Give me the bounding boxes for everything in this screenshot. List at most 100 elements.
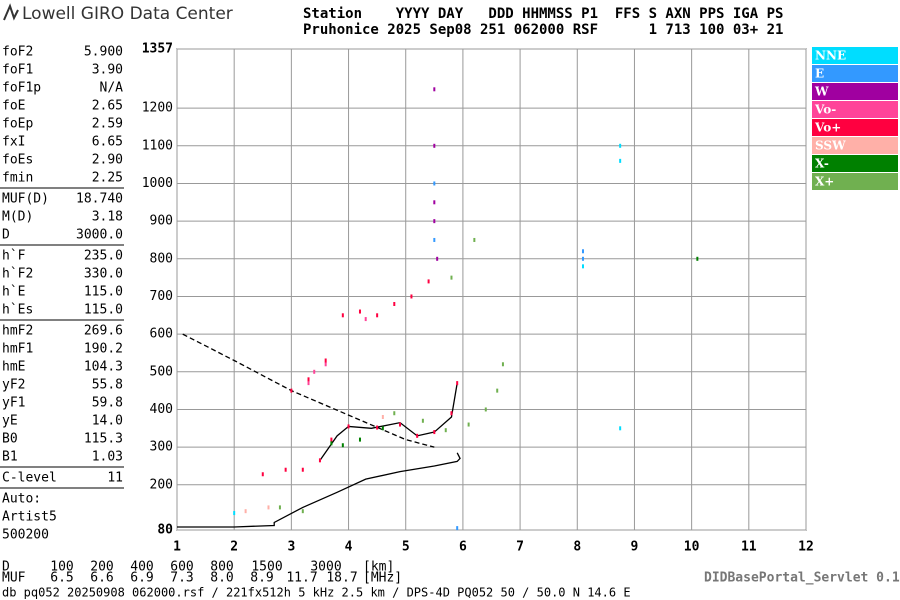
row-value: 8.0 bbox=[210, 571, 233, 586]
echo-point bbox=[290, 388, 293, 393]
logo: Lowell GIRO Data Center bbox=[22, 4, 233, 24]
echo-point bbox=[358, 309, 361, 314]
x-tick-label: 3 bbox=[287, 540, 295, 555]
param-label: foF2 bbox=[2, 45, 33, 60]
echo-point bbox=[444, 428, 447, 433]
echo-point bbox=[433, 200, 436, 205]
legend-label: E bbox=[815, 67, 824, 81]
echo-point bbox=[261, 472, 264, 477]
profile-line bbox=[177, 452, 461, 528]
echo-point bbox=[393, 411, 396, 416]
echo-point bbox=[619, 426, 622, 431]
echo-point bbox=[433, 219, 436, 224]
legend-swatch bbox=[812, 47, 898, 64]
echo-point bbox=[381, 426, 384, 431]
param-value: 115.0 bbox=[84, 285, 123, 300]
row-value: 600 bbox=[170, 560, 193, 575]
echo-point bbox=[433, 143, 436, 148]
row-value: 3000 bbox=[310, 560, 341, 575]
echo-point bbox=[456, 381, 459, 386]
echo-point bbox=[347, 424, 350, 429]
legend-label: Vo+ bbox=[814, 121, 841, 135]
plot-area bbox=[176, 48, 807, 531]
echo-point bbox=[501, 362, 504, 367]
echo-point bbox=[581, 256, 584, 261]
echo-point bbox=[436, 256, 439, 261]
echo-point bbox=[278, 505, 281, 510]
echo-point bbox=[313, 369, 316, 374]
param-label: B0 bbox=[2, 432, 18, 447]
row-value: 11.7 bbox=[286, 571, 317, 586]
echo-point bbox=[581, 249, 584, 254]
x-tick-label: 1 bbox=[173, 540, 181, 555]
echo-point bbox=[393, 302, 396, 307]
param-label: h`F2 bbox=[2, 267, 33, 282]
param-label: h`F bbox=[2, 249, 26, 264]
row-label: D bbox=[2, 560, 10, 575]
legend-label: NNE bbox=[815, 49, 846, 63]
param-label: foE bbox=[2, 99, 25, 114]
y-tick-label: 1200 bbox=[142, 101, 173, 116]
legend-swatch bbox=[812, 83, 898, 100]
echo-point bbox=[301, 467, 304, 472]
legend-swatch bbox=[812, 101, 898, 118]
param-value: 11 bbox=[107, 471, 123, 486]
param-label: hmF2 bbox=[2, 324, 33, 339]
param-label: hmE bbox=[2, 360, 25, 375]
echo-point bbox=[619, 143, 622, 148]
row-value: 8.9 bbox=[250, 571, 273, 586]
echo-point bbox=[330, 441, 333, 446]
param-label: foEp bbox=[2, 117, 33, 132]
echo-point bbox=[450, 411, 453, 416]
legend-label: Vo- bbox=[814, 103, 836, 117]
y-tick-label: 300 bbox=[150, 440, 173, 455]
param-value: 59.8 bbox=[92, 396, 123, 411]
legend-label: SSW bbox=[815, 139, 846, 153]
echo-point bbox=[619, 158, 622, 163]
echo-point bbox=[318, 458, 321, 463]
param-label: foF1 bbox=[2, 63, 33, 78]
auto-text: Auto: bbox=[2, 492, 41, 507]
echo-point bbox=[376, 313, 379, 318]
echo-point bbox=[341, 313, 344, 318]
param-value: 14.0 bbox=[92, 414, 123, 429]
y-tick-label: 500 bbox=[150, 364, 173, 379]
logo-icon bbox=[3, 3, 19, 21]
echo-point bbox=[307, 381, 310, 386]
echo-point bbox=[330, 437, 333, 442]
legend-label: X+ bbox=[815, 175, 834, 189]
row-value: 100 bbox=[50, 560, 73, 575]
row-value: 200 bbox=[90, 560, 113, 575]
y-tick-label: 400 bbox=[150, 402, 173, 417]
param-label: fxI bbox=[2, 135, 25, 150]
echo-point bbox=[381, 415, 384, 420]
legend-swatch bbox=[812, 173, 898, 190]
header-line: Pruhonice 2025 Sep08 251 062000 RSF 1 71… bbox=[303, 22, 783, 38]
x-tick-label: 10 bbox=[684, 540, 700, 555]
y-tick-label: 900 bbox=[150, 214, 173, 229]
y-tick-label: 800 bbox=[150, 251, 173, 266]
y-tick-label: 600 bbox=[150, 327, 173, 342]
param-value: 190.2 bbox=[84, 342, 123, 357]
legend-swatch bbox=[812, 137, 898, 154]
param-label: B1 bbox=[2, 450, 18, 465]
echo-point bbox=[473, 237, 476, 242]
param-label: D bbox=[2, 228, 10, 243]
param-value: 235.0 bbox=[84, 249, 123, 264]
x-tick-label: 9 bbox=[631, 540, 639, 555]
legend-swatch bbox=[812, 119, 898, 136]
echo-point bbox=[696, 256, 699, 261]
param-value: 115.0 bbox=[84, 303, 123, 318]
row-unit: [MHz] bbox=[363, 571, 402, 586]
row-value: 18.7 bbox=[326, 571, 357, 586]
param-value: 6.65 bbox=[92, 135, 123, 150]
legend-label: W bbox=[814, 85, 829, 99]
echo-point bbox=[324, 358, 327, 363]
echo-point bbox=[307, 377, 310, 382]
echo-point bbox=[421, 418, 424, 423]
param-label: MUF(D) bbox=[2, 192, 49, 207]
x-tick-label: 6 bbox=[459, 540, 467, 555]
echo-point bbox=[433, 430, 436, 435]
echo-point bbox=[427, 279, 430, 284]
param-label: yF1 bbox=[2, 396, 25, 411]
